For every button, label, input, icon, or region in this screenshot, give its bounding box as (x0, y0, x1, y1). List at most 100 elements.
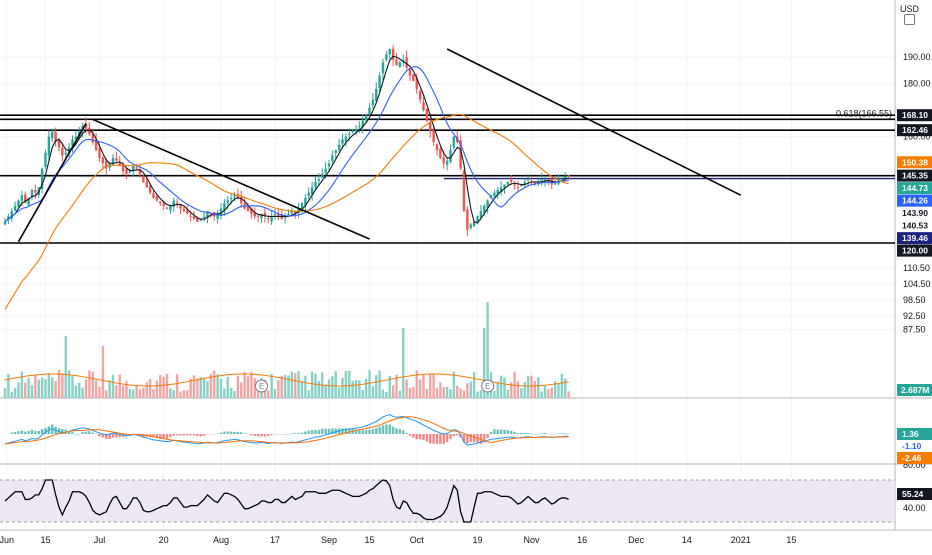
volume-bar (189, 379, 191, 398)
date-tick-label: Oct (410, 535, 425, 545)
macd-histogram-bar (432, 434, 434, 444)
volume-bar (540, 392, 542, 398)
candle-body (183, 209, 185, 211)
macd-histogram-bar (544, 433, 546, 434)
macd-histogram-bar (115, 434, 117, 438)
macd-histogram-bar (301, 433, 303, 434)
candle-body (274, 214, 276, 215)
settings-icon[interactable] (904, 14, 915, 25)
macd-histogram-bar (368, 430, 370, 434)
volume-bar (564, 379, 566, 398)
volume-bar (503, 377, 505, 398)
volume-bar (41, 377, 43, 398)
volume-bar (149, 379, 151, 398)
candle-body (267, 218, 269, 219)
volume-bar (206, 381, 208, 398)
macd-histogram-bar (395, 428, 397, 434)
volume-bar (119, 374, 121, 398)
candle-body (335, 150, 337, 153)
volume-bar (355, 380, 357, 398)
macd-histogram-bar (456, 434, 458, 435)
candle-body (173, 200, 175, 206)
macd-histogram-bar (297, 433, 299, 434)
earnings-mark-label: E (259, 382, 264, 391)
macd-histogram-bar (513, 432, 515, 434)
candle-body (318, 179, 320, 180)
trendline-falling-resistance-1 (93, 119, 370, 239)
volume-bar (196, 379, 198, 398)
volume-bar (122, 386, 124, 398)
currency-label[interactable]: USD (900, 4, 919, 14)
volume-bar (203, 378, 205, 398)
macd-histogram-bar (240, 432, 242, 434)
volume-bar (324, 384, 326, 398)
volume-bar (65, 336, 67, 398)
macd-histogram-bar (75, 434, 77, 435)
price-badge-label: 120.00 (902, 246, 928, 256)
price-tick-label: 180.00 (903, 79, 931, 89)
date-tick-label: 16 (577, 535, 587, 545)
macd-histogram-bar (250, 434, 252, 435)
volume-bar (362, 390, 364, 398)
date-tick-label: 19 (472, 535, 482, 545)
volume-bar (162, 377, 164, 398)
macd-histogram-bar (294, 433, 296, 434)
macd-histogram-bar (11, 433, 13, 434)
candle-body (301, 203, 303, 208)
volume-bar (75, 386, 77, 398)
date-tick-label: Dec (628, 535, 645, 545)
macd-histogram-bar (27, 431, 29, 434)
volume-bar (419, 379, 421, 398)
volume-bar (230, 388, 232, 398)
candle-body (436, 144, 438, 150)
horizontal-levels: 0.618(166.55) (0, 108, 895, 243)
volume-bar (409, 388, 411, 398)
candle-body (135, 167, 137, 168)
candle-body (439, 149, 441, 158)
macd-badge-label: -1.10 (902, 441, 922, 451)
volume-bar (51, 377, 53, 398)
candle-body (65, 153, 67, 155)
volume-bar (551, 388, 553, 398)
volume-bar (561, 374, 563, 398)
volume-bar (429, 374, 431, 398)
volume-bar (166, 374, 168, 398)
volume-bar (470, 381, 472, 398)
candle-body (338, 145, 340, 150)
macd-histogram-bar (392, 427, 394, 434)
volume-bar (405, 380, 407, 398)
candle-body (385, 54, 387, 59)
macd-histogram-bar (257, 434, 259, 436)
volume-bar (335, 371, 337, 398)
volume-bar (112, 375, 114, 398)
volume-bar (530, 376, 532, 398)
date-tick-label: 15 (40, 535, 50, 545)
candle-body (372, 100, 374, 106)
macd-histogram-bar (507, 430, 509, 434)
price-badge-label: 145.35 (902, 171, 928, 181)
volume-bar (314, 374, 316, 398)
candle-body (405, 57, 407, 68)
price-badge-label: 144.26 (902, 196, 928, 206)
volume-bar (493, 391, 495, 398)
price-badge-label: 143.90 (902, 208, 928, 218)
volume-bar (34, 375, 36, 398)
rsi-band (0, 480, 895, 522)
macd-histogram-bar (223, 432, 225, 434)
volume-bar (152, 389, 154, 398)
volume-bar (547, 389, 549, 398)
volume-bar (557, 384, 559, 398)
candle-body (395, 59, 397, 64)
candle-body (176, 203, 178, 204)
candle-body (169, 206, 171, 211)
macd-histogram-bar (402, 430, 404, 434)
macd-histogram-bar (14, 432, 16, 434)
volume-bar (250, 372, 252, 398)
volume-bar (146, 382, 148, 398)
volume-bar (237, 376, 239, 398)
candle-body (166, 208, 168, 209)
volume-bar (375, 375, 377, 398)
volume-bar (318, 381, 320, 398)
volume-bar (341, 378, 343, 398)
